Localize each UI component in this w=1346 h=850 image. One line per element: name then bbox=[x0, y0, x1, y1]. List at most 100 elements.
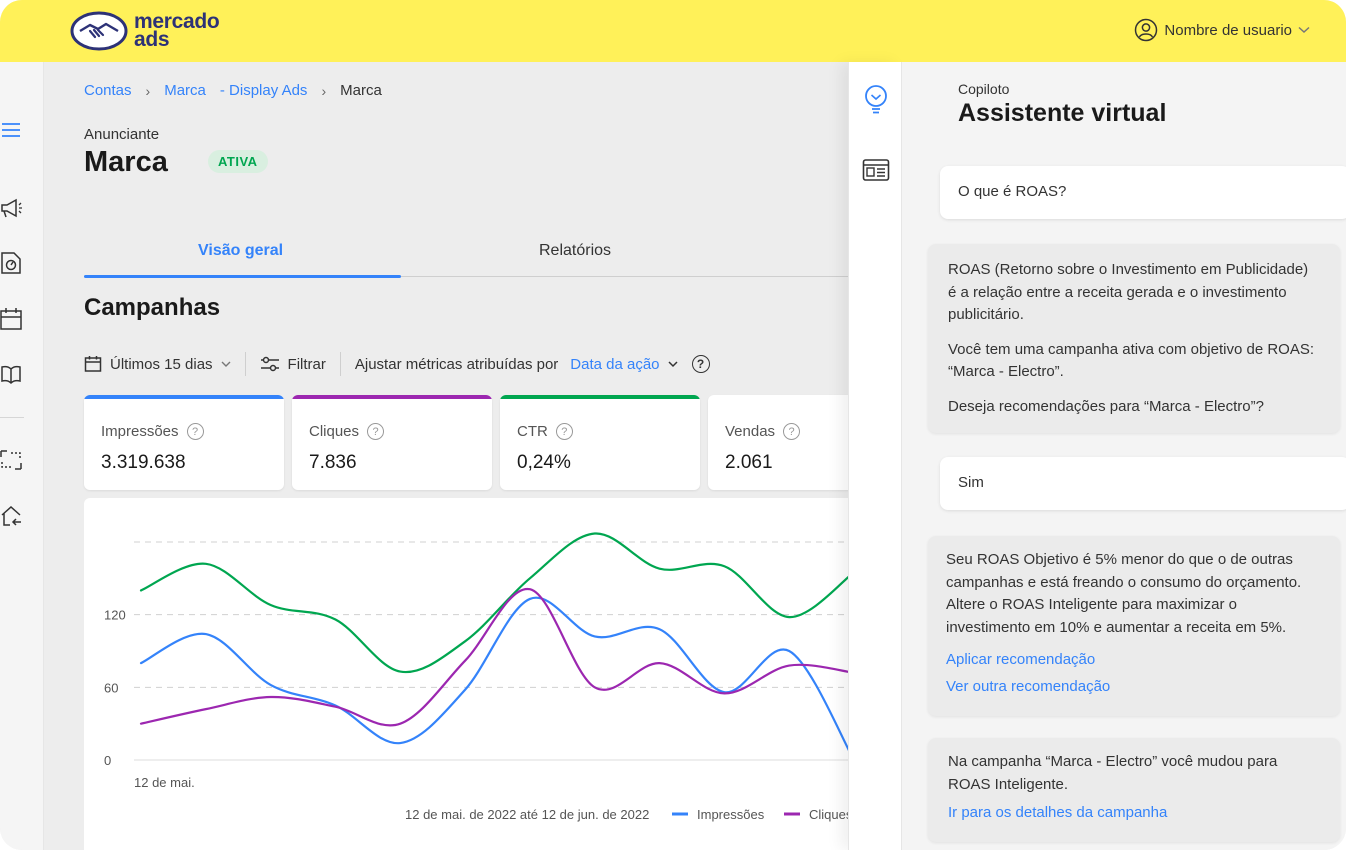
tab-relatorios[interactable]: Relatórios bbox=[539, 242, 612, 259]
home-return-icon[interactable] bbox=[0, 504, 22, 528]
metric-label: Cliques bbox=[309, 423, 360, 440]
breadcrumb-current: Marca bbox=[340, 82, 382, 99]
attribution-dropdown[interactable]: Data da ação bbox=[570, 355, 678, 373]
y-tick-label: 0 bbox=[104, 753, 111, 768]
metric-label: CTR bbox=[517, 423, 548, 440]
assistant-panel: Copiloto Assistente virtual O que é ROAS… bbox=[902, 62, 1346, 850]
line-chart: 0 60 120 12 de mai. 12 de mai. de 2022 até 1… bbox=[104, 532, 864, 822]
calendar-icon[interactable] bbox=[0, 307, 22, 331]
swap-icon[interactable] bbox=[0, 448, 22, 472]
handshake-logo-icon bbox=[70, 11, 128, 51]
date-range-dropdown[interactable]: Últimos 15 dias bbox=[84, 355, 231, 373]
section-title: Campanhas bbox=[84, 294, 221, 321]
metric-value: 3.319.638 bbox=[101, 452, 186, 473]
tab-bar: Visão geral Relatórios bbox=[84, 232, 848, 278]
advertiser-name: Marca bbox=[84, 146, 168, 178]
y-tick-label: 60 bbox=[104, 680, 118, 695]
apply-recommendation-link[interactable]: Aplicar recomendação bbox=[946, 651, 1096, 668]
y-tick-label: 120 bbox=[104, 608, 126, 623]
series-line bbox=[139, 588, 848, 727]
help-icon[interactable]: ? bbox=[691, 355, 710, 373]
news-icon[interactable] bbox=[862, 158, 890, 182]
series-line bbox=[139, 532, 848, 674]
metric-value: 0,24% bbox=[517, 452, 571, 473]
breadcrumb: Contas › Marca - Display Ads › Marca bbox=[84, 82, 382, 99]
left-rail bbox=[0, 62, 44, 850]
message-paragraph: Seu ROAS Objetivo é 5% menor do que o de… bbox=[946, 551, 1302, 636]
filter-bar: Últimos 15 dias Filtrar Ajustar métricas… bbox=[84, 352, 710, 376]
logo-text-line1: mercado bbox=[134, 10, 220, 33]
legend-label: Cliques bbox=[809, 807, 853, 822]
series-line bbox=[139, 596, 848, 751]
metric-label: Impressões bbox=[101, 423, 179, 440]
message-paragraph: Deseja recomendações para “Marca - Elect… bbox=[948, 397, 1264, 415]
sliders-icon bbox=[260, 356, 279, 372]
campaign-details-link[interactable]: Ir para os detalhes da campanha bbox=[948, 804, 1168, 821]
chevron-down-icon bbox=[1298, 26, 1310, 34]
report-icon[interactable] bbox=[0, 251, 22, 275]
metric-card-impressoes[interactable]: Impressões? 3.319.638 bbox=[84, 395, 284, 490]
filter-button[interactable]: Filtrar bbox=[260, 355, 326, 373]
x-tick-label: 12 de mai. bbox=[134, 775, 195, 790]
metric-value: 7.836 bbox=[309, 452, 357, 473]
lightbulb-icon[interactable] bbox=[863, 84, 889, 114]
chevron-down-icon bbox=[221, 361, 231, 367]
status-badge: ATIVA bbox=[208, 150, 268, 173]
breadcrumb-link-display-ads[interactable]: - Display Ads bbox=[219, 82, 308, 99]
metric-label: Vendas bbox=[725, 423, 776, 440]
user-avatar-icon bbox=[1135, 18, 1158, 42]
legend-label: Impressões bbox=[697, 807, 765, 822]
filter-divider bbox=[339, 352, 341, 376]
assistant-icon-column bbox=[848, 62, 902, 850]
attribution-value: Data da ação bbox=[570, 355, 660, 373]
logo-wordmark: mercado ads bbox=[134, 10, 220, 51]
megaphone-icon[interactable] bbox=[0, 196, 22, 220]
book-icon[interactable] bbox=[0, 362, 22, 386]
metric-card-ctr[interactable]: CTR? 0,24% bbox=[500, 395, 700, 490]
message-paragraph: ROAS (Retorno sobre o Investimento em Pu… bbox=[948, 261, 1309, 323]
metric-card-cliques[interactable]: Cliques? 7.836 bbox=[292, 395, 492, 490]
filter-divider bbox=[244, 352, 246, 376]
message-paragraph: Você tem uma campanha ativa com objetivo… bbox=[948, 340, 1315, 381]
user-name: Nombre de usuario bbox=[1164, 21, 1292, 39]
user-menu[interactable]: Nombre de usuario bbox=[1134, 18, 1310, 42]
help-icon[interactable]: ? bbox=[367, 423, 385, 440]
logo-text-line2: ads bbox=[134, 28, 170, 51]
metric-card-vendas[interactable]: Vendas? 2.061 bbox=[708, 395, 858, 490]
chevron-right-icon: › bbox=[321, 82, 327, 99]
menu-icon[interactable] bbox=[0, 118, 22, 142]
advertiser-label: Anunciante bbox=[84, 126, 160, 143]
message-text: O que é ROAS? bbox=[958, 183, 1067, 201]
top-bar: mercado ads Nombre de usuario bbox=[0, 0, 1346, 62]
user-message: O que é ROAS? bbox=[940, 166, 1346, 219]
message-text: Sim bbox=[958, 474, 984, 492]
assistant-message: Na campanha “Marca - Electro” você mudou… bbox=[928, 738, 1340, 842]
attribution-label: Ajustar métricas atribuídas por bbox=[354, 355, 559, 373]
breadcrumb-link-contas[interactable]: Contas bbox=[84, 82, 132, 99]
metric-accent-bar bbox=[500, 395, 700, 399]
main-content: Contas › Marca - Display Ads › Marca Anu… bbox=[44, 62, 864, 850]
assistant-message: Seu ROAS Objetivo é 5% menor do que o de… bbox=[928, 536, 1340, 716]
filter-label: Filtrar bbox=[287, 355, 326, 373]
rail-divider bbox=[0, 417, 24, 418]
help-icon[interactable]: ? bbox=[555, 423, 573, 440]
help-icon[interactable]: ? bbox=[783, 423, 801, 440]
metric-accent-bar bbox=[84, 395, 284, 399]
message-paragraph: Na campanha “Marca - Electro” você mudou… bbox=[948, 753, 1278, 793]
panel-kicker: Copiloto bbox=[958, 81, 1010, 97]
tab-visao-geral[interactable]: Visão geral bbox=[198, 242, 284, 259]
metric-value: 2.061 bbox=[725, 452, 773, 473]
chevron-right-icon: › bbox=[145, 82, 151, 99]
date-range-label: Últimos 15 dias bbox=[110, 355, 213, 373]
mercado-ads-logo[interactable]: mercado ads bbox=[70, 10, 220, 52]
other-recommendation-link[interactable]: Ver outra recomendação bbox=[946, 677, 1111, 695]
date-range-caption: 12 de mai. de 2022 até 12 de jun. de 202… bbox=[405, 807, 649, 822]
chevron-down-icon bbox=[668, 360, 678, 367]
chart-card: 0 60 120 12 de mai. 12 de mai. de 2022 até 1… bbox=[84, 498, 864, 850]
user-message: Sim bbox=[940, 457, 1346, 510]
metric-accent-bar bbox=[292, 395, 492, 399]
panel-title: Assistente virtual bbox=[958, 99, 1167, 127]
help-icon[interactable]: ? bbox=[186, 423, 204, 440]
breadcrumb-link-marca[interactable]: Marca bbox=[164, 82, 206, 99]
